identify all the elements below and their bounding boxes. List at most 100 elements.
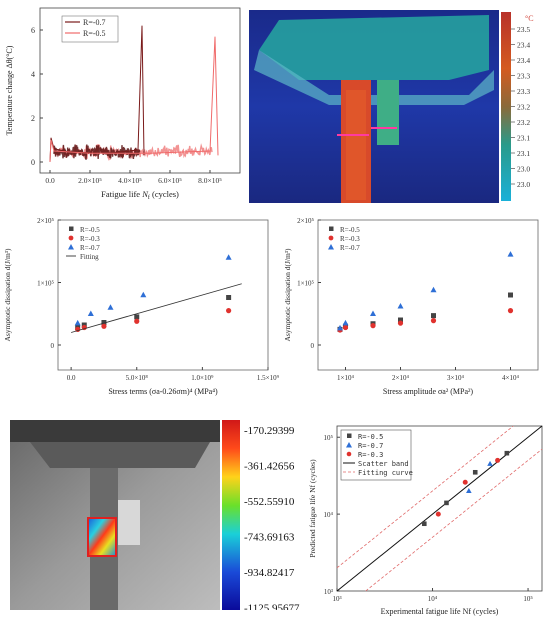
- colorbar-label: -1125.95677: [244, 603, 300, 611]
- panel-c-svg: 0 1×10⁵ 2×10⁵ 0.0 5.0×10⁸ 1.0×10⁹ 1.5×10⁹ R=-0.…: [0, 210, 280, 415]
- data-point-triangle: [487, 461, 493, 466]
- data-point-circle: [370, 323, 375, 328]
- data-point-circle: [431, 318, 436, 323]
- x-axis-label: Stress amplitude σa² (MPa²): [383, 387, 474, 396]
- legend-label: Scatter band: [358, 460, 409, 468]
- x-tick-label: 10⁴: [428, 595, 438, 603]
- x-tick-label: 3×10⁴: [447, 374, 464, 382]
- legend-label: R=-0.7: [340, 244, 360, 252]
- data-point-circle: [436, 512, 441, 517]
- dissipation-colorbar: [222, 420, 240, 610]
- legend-swatch-circle: [347, 452, 352, 457]
- x-tick-label: 2.0×10⁵: [78, 176, 102, 185]
- legend-swatch-circle: [329, 236, 334, 241]
- data-point-square: [431, 313, 436, 318]
- data-point-triangle: [466, 488, 472, 493]
- legend: R=-0.7 R=-0.5: [62, 16, 118, 42]
- y-tick-label: 0: [311, 342, 315, 350]
- y-tick-label: 0: [31, 158, 35, 167]
- colorbar-tick-label: 23.2: [517, 103, 530, 112]
- colorbar-tick-label: 23.3: [517, 87, 530, 96]
- x-tick-label: 10³: [332, 595, 341, 603]
- colorbar-tick-label: 23.1: [517, 134, 530, 143]
- x-tick-label: 1.0×10⁹: [191, 374, 214, 382]
- panel-f-svg: 10³10³ 10⁴ 10⁴ 10⁵ 10⁵ R=-0.5R=-0.7R=-0.3Scat…: [305, 420, 552, 627]
- data-point-square: [444, 501, 449, 506]
- data-point-square: [226, 295, 231, 300]
- legend-label: R=-0.5: [358, 433, 383, 441]
- data-point-triangle: [370, 311, 376, 316]
- series-line-r07: [50, 26, 144, 162]
- data-point-triangle: [398, 303, 404, 308]
- panel-d-svg: 01×10⁵2×10⁵1×10⁴ 2×10⁴ 3×10⁴ 4×10⁴R=-0.5R=-…: [280, 210, 552, 415]
- y-axis-label: Predicted fatigue life Nf (cycles): [308, 459, 317, 558]
- data-point-triangle: [508, 251, 514, 256]
- y-tick-label: 2×10⁵: [37, 217, 54, 225]
- legend-swatch-triangle: [68, 244, 74, 250]
- legend: R=-0.5R=-0.7R=-0.3Scatter bandFitting cu…: [341, 430, 413, 480]
- thermal-specimen-core: [346, 90, 366, 200]
- data-point-circle: [226, 308, 231, 313]
- data-point-circle: [495, 458, 500, 463]
- x-tick-label: 0.0: [45, 176, 55, 185]
- colorbar-tick-label: 23.0: [517, 165, 530, 174]
- y-tick-label: 4: [31, 70, 35, 79]
- panel-c-dissipation-vs-stress-terms: 0 1×10⁵ 2×10⁵ 0.0 5.0×10⁸ 1.0×10⁹ 1.5×10⁹ R=-0.…: [0, 210, 280, 415]
- thermal-image-svg: 23.523.423.423.323.323.223.223.123.123.0…: [249, 10, 547, 203]
- colorbar-label: -934.82417: [244, 567, 295, 579]
- series-line-r05: [50, 37, 218, 162]
- legend-label: Fitting curve: [358, 469, 413, 477]
- legend-swatch-square: [329, 227, 334, 232]
- panel-a-temperature-chart: 0 2 4 6 0.0 2.0×10⁵ 4.0×10⁵ 6.0×10⁵ 8.0×10⁵ R=-0.…: [0, 0, 246, 205]
- thermal-colorbar: [501, 12, 511, 201]
- data-point-triangle: [140, 292, 146, 297]
- data-point-circle: [101, 324, 106, 329]
- x-tick-label: 4×10⁴: [502, 374, 519, 382]
- panel-f-life-prediction: 10³ 10³ 10⁴ 10⁴ 10⁵ 10⁵ R=-0.5 R=-0.7 R=-0.3 Scat…: [305, 420, 552, 627]
- x-tick-label: 4.0×10⁵: [118, 176, 142, 185]
- colorbar-tick-label: 23.5: [517, 25, 530, 34]
- panel-a-svg: 0 2 4 6 0.0 2.0×10⁵ 4.0×10⁵ 6.0×10⁵ 8.0×10⁵ R=-0.…: [0, 0, 246, 205]
- legend-label: R=-0.5: [340, 226, 360, 234]
- legend-swatch-square: [347, 434, 352, 439]
- data-point-square: [134, 314, 139, 319]
- legend-label: R=-0.7: [83, 18, 106, 27]
- data-point-triangle: [343, 320, 349, 325]
- legend-swatch-circle: [69, 236, 74, 241]
- colorbar-label: -743.69163: [244, 532, 295, 544]
- colorbar-tick-label: 23.2: [517, 118, 530, 127]
- dissipation-hot-zone: [88, 518, 116, 556]
- data-point-square: [505, 451, 510, 456]
- legend-label: R=-0.3: [358, 451, 383, 459]
- y-tick-label: 6: [31, 26, 35, 35]
- x-tick-label: 6.0×10⁵: [158, 176, 182, 185]
- x-axis-label: Fatigue life Nf (cycles): [101, 189, 179, 201]
- data-point-square: [422, 521, 427, 526]
- colorbar-tick-label: 23.3: [517, 72, 530, 81]
- colorbar-label: -170.29399: [244, 425, 295, 437]
- data-point-triangle: [75, 320, 81, 325]
- x-tick-label: 1.5×10⁹: [257, 374, 280, 382]
- x-axis-label: Stress terms (σa-0.26σm)⁴ (MPa⁴): [108, 387, 218, 396]
- y-tick-label: 1×10⁵: [37, 280, 54, 288]
- data-point-square: [473, 470, 478, 475]
- dissipation-map-svg: -170.29399 -361.42656 -552.55910 -743.69163…: [10, 420, 300, 610]
- legend-label: R=-0.5: [80, 226, 100, 234]
- dissipation-colorbar-labels: -170.29399 -361.42656 -552.55910 -743.69163…: [244, 425, 300, 610]
- colorbar-label: -552.55910: [244, 496, 295, 508]
- dissipation-specimen-reference: [118, 500, 140, 545]
- data-point-circle: [398, 321, 403, 326]
- y-tick-label: 10³: [324, 588, 333, 596]
- x-tick-label: 8.0×10⁵: [198, 176, 222, 185]
- colorbar-tick-label: 23.0: [517, 180, 530, 189]
- panel-b-thermal-image: 23.5 23.4 23.4 23.3 23.3 23.2 23.2 23.1 23.1 23.0…: [249, 10, 547, 203]
- thermal-grip-top: [259, 15, 489, 80]
- colorbar-tick-label: 23.4: [517, 56, 530, 65]
- legend: R=-0.5R=-0.3R=-0.7: [328, 226, 360, 252]
- data-point-circle: [463, 480, 468, 485]
- colorbar-label: -361.42656: [244, 461, 295, 473]
- data-point-circle: [343, 325, 348, 330]
- fitting-line: [71, 284, 242, 333]
- y-tick-label: 2: [31, 114, 35, 123]
- panel-e-dissipation-map: -170.29399 -361.42656 -552.55910 -743.69163…: [10, 420, 300, 610]
